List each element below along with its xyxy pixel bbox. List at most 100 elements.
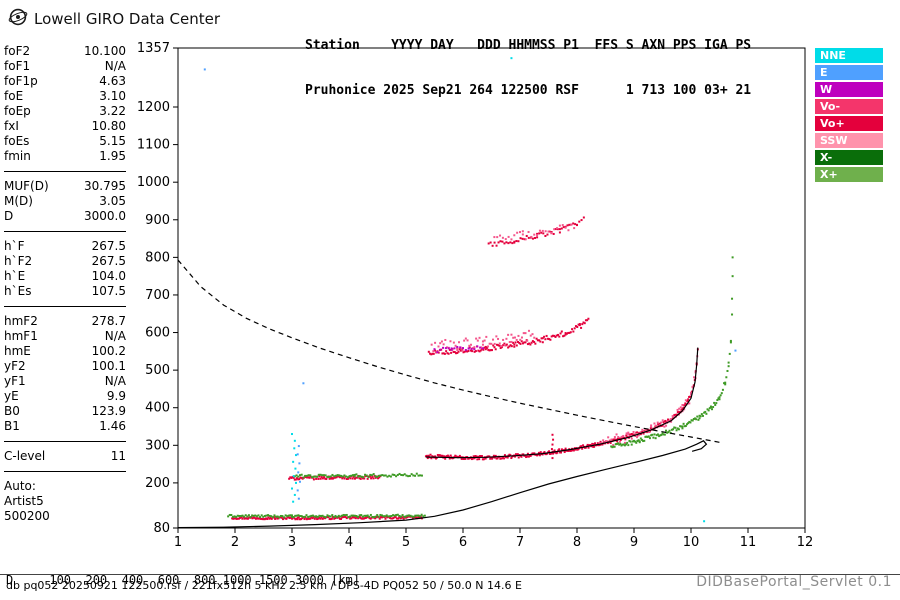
legend-item-vo: Vo+ — [815, 116, 883, 131]
panel-separator — [4, 441, 126, 442]
param-group: h`F 267.5 h`F2 267.5 h`E 104.0 h`Es 107.5 — [4, 239, 126, 299]
param-value: 278.7 — [91, 314, 126, 328]
param-row-hes: h`Es 107.5 — [4, 284, 126, 299]
param-label: foEs — [4, 134, 30, 148]
param-label: hmF1 — [4, 329, 38, 343]
param-label: foE — [4, 89, 24, 103]
svg-text:1000: 1000 — [137, 175, 170, 190]
legend: NNE E W Vo- Vo+ SSW X- X+ — [815, 48, 883, 184]
param-row-fof1: foF1 N/A — [4, 59, 126, 74]
param-row-foep: foEp 3.22 — [4, 104, 126, 119]
param-row-fxi: fxI 10.80 — [4, 119, 126, 134]
svg-text:9: 9 — [630, 535, 638, 550]
line-true-height-profile — [177, 440, 708, 529]
svg-text:1200: 1200 — [137, 100, 170, 115]
series-f-trace-o — [424, 348, 699, 461]
svg-text:10: 10 — [683, 535, 700, 550]
legend-item-vo: Vo- — [815, 99, 883, 114]
series-third-hop-spread — [493, 223, 576, 241]
svg-text:500: 500 — [145, 363, 170, 378]
series-es-second-hop-x — [293, 472, 423, 479]
param-row-hf: h`F 267.5 — [4, 239, 126, 254]
param-value: N/A — [104, 329, 126, 343]
svg-text:700: 700 — [145, 288, 170, 303]
param-value: 1.95 — [99, 149, 126, 163]
param-row-md: M(D) 3.05 — [4, 194, 126, 209]
station-header-values: Pruhonice 2025 Sep21 264 122500 RSF 1 71… — [305, 83, 752, 98]
param-row-hme: hmE 100.2 — [4, 344, 126, 359]
watermark: DIDBasePortal_Servlet 0.1 — [696, 574, 892, 590]
param-value: 1.46 — [99, 419, 126, 433]
param-label: D — [4, 209, 14, 223]
param-label: h`Es — [4, 284, 32, 298]
param-group: foF2 10.100 foF1 N/A foF1p 4.63 foE 3.10 foEp 3.2… — [4, 44, 126, 164]
svg-text:4: 4 — [345, 535, 353, 550]
param-value: N/A — [104, 374, 126, 388]
param-value: 107.5 — [91, 284, 126, 298]
svg-text:900: 900 — [145, 213, 170, 228]
param-label: fxI — [4, 119, 19, 133]
param-label: foF2 — [4, 44, 31, 58]
series-x-trace-tail — [731, 256, 734, 300]
panel-separator — [4, 471, 126, 472]
param-label: h`E — [4, 269, 26, 283]
param-label: yE — [4, 389, 19, 403]
line-artist-o-trace-fit — [425, 347, 699, 459]
param-label: C-level — [4, 449, 46, 463]
legend-item-e: E — [815, 65, 883, 80]
param-row-yf2: yF2 100.1 — [4, 359, 126, 374]
x-axis: 1 2 3 4 5 6 7 8 9 10 11 12 — [174, 528, 813, 550]
plot-frame — [177, 47, 806, 529]
legend-item-ssw: SSW — [815, 133, 883, 148]
series-es-trace-x — [227, 513, 426, 519]
param-value: 3.10 — [99, 89, 126, 103]
param-label: hmE — [4, 344, 31, 358]
svg-text:3: 3 — [288, 535, 296, 550]
param-value: 3.05 — [99, 194, 126, 208]
param-row-fof2: foF2 10.100 — [4, 44, 126, 59]
param-label: B1 — [4, 419, 20, 433]
param-row-he: h`E 104.0 — [4, 269, 126, 284]
param-value: 5.15 — [99, 134, 126, 148]
param-row-hmf1: hmF1 N/A — [4, 329, 126, 344]
legend-item-w: W — [815, 82, 883, 97]
param-value: 123.9 — [91, 404, 126, 418]
param-label: foF1p — [4, 74, 38, 88]
param-value: 267.5 — [91, 239, 126, 253]
svg-text:400: 400 — [145, 401, 170, 416]
param-row-fmin: fmin 1.95 — [4, 149, 126, 164]
svg-text:1: 1 — [174, 535, 182, 550]
legend-item-x: X+ — [815, 167, 883, 182]
series-f-region-vertical-spread — [550, 433, 555, 460]
param-value: 100.2 — [91, 344, 126, 358]
param-value: 11 — [110, 449, 126, 463]
param-row-hf2: h`F2 267.5 — [4, 254, 126, 269]
param-value: 10.100 — [84, 44, 126, 58]
param-row-hmf2: hmF2 278.7 — [4, 314, 126, 329]
svg-text:300: 300 — [145, 438, 170, 453]
svg-text:80: 80 — [153, 521, 170, 536]
param-value: 100.1 — [91, 359, 126, 373]
series-spread-echoes-e — [203, 68, 737, 500]
param-row-b0: B0 123.9 — [4, 404, 126, 419]
giro-brand[interactable]: Lowell GIRO Data Center — [8, 7, 220, 31]
svg-text:2: 2 — [231, 535, 239, 550]
muf-table: D 100 200 400 600 800 1000 1500 3000 [km… — [6, 545, 367, 600]
series-spread-echoes-nne — [291, 57, 706, 523]
param-row-foes: foEs 5.15 — [4, 134, 126, 149]
svg-text:8: 8 — [573, 535, 581, 550]
panel-separator — [4, 231, 126, 232]
series-second-hop-spread — [430, 329, 536, 353]
param-value: 9.9 — [106, 389, 126, 403]
station-header-labels: Station YYYY DAY DDD HHMMSS P1 FFS S AXN… — [305, 38, 752, 53]
param-row-clevel: C-level 11 — [4, 449, 126, 464]
param-label: hmF2 — [4, 314, 38, 328]
svg-text:1357: 1357 — [137, 41, 170, 56]
param-label: M(D) — [4, 194, 33, 208]
param-value: 10.80 — [91, 119, 126, 133]
param-label: MUF(D) — [4, 179, 49, 193]
svg-text:5: 5 — [402, 535, 410, 550]
param-row-mufd: MUF(D) 30.795 — [4, 179, 126, 194]
giro-logo-icon — [8, 7, 28, 31]
